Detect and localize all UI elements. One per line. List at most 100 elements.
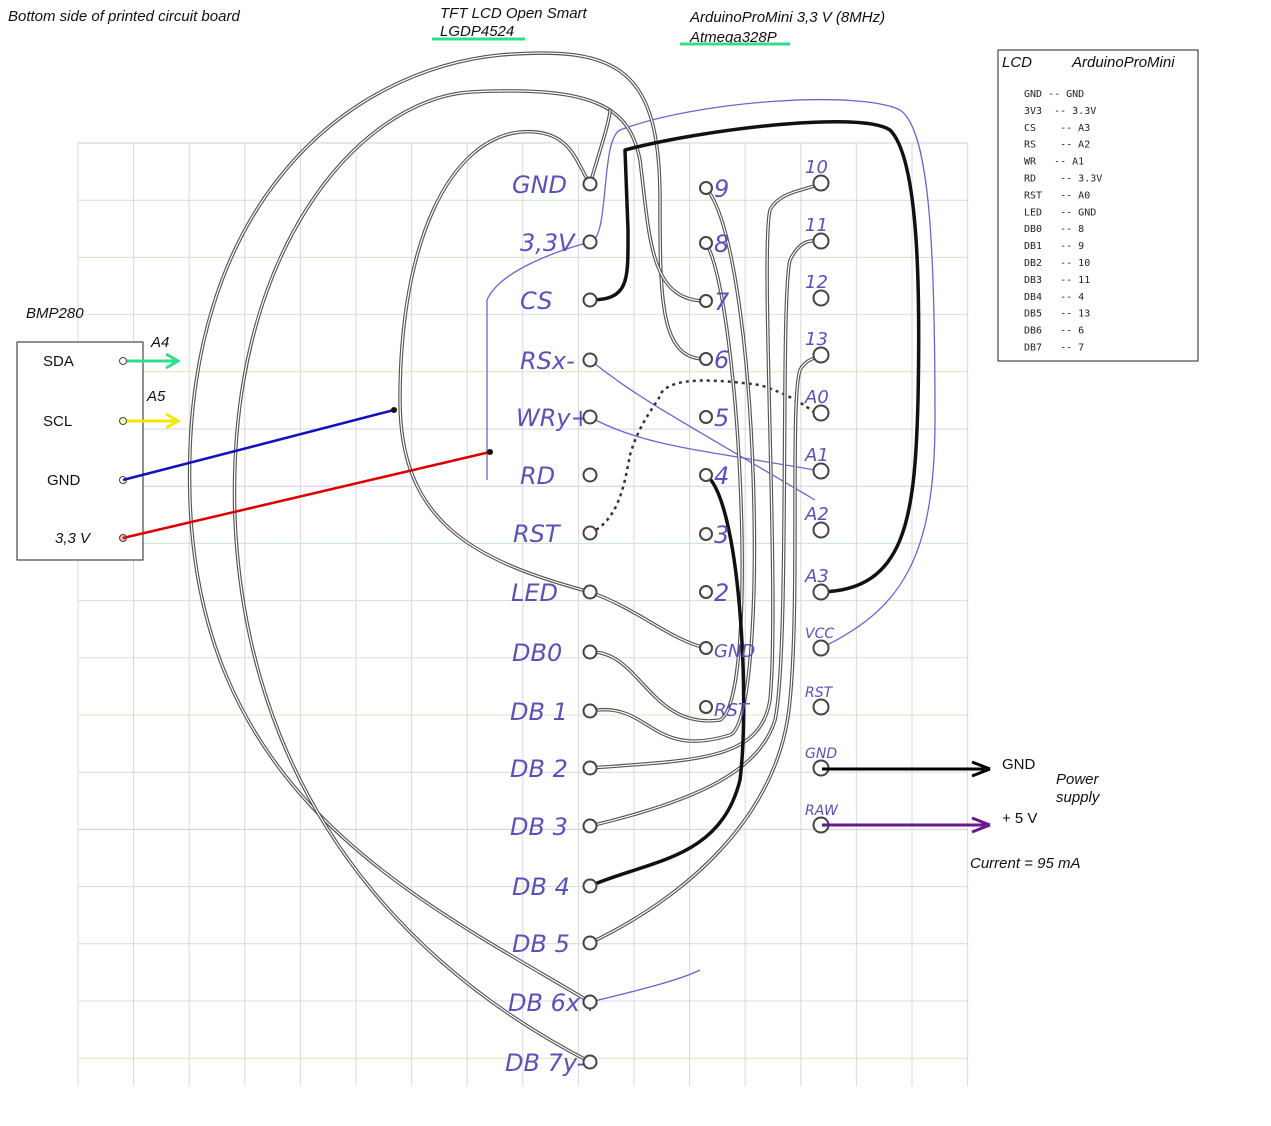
arduino-pin-pad — [699, 181, 713, 195]
pin-table-header-arduino: ArduinoProMini — [1071, 54, 1175, 71]
arduino-pin-pad — [699, 410, 713, 424]
lcd-model: LGDP4524 — [440, 23, 514, 40]
bmp280-pin-label: 3,3 V — [55, 530, 92, 547]
pin-table-row: WR -- A1 — [1024, 157, 1084, 168]
pin-table-row: RS -- A2 — [1024, 140, 1090, 151]
lcd-pin-label: WRy+ — [516, 404, 591, 432]
arduino-pin-pad — [812, 232, 830, 250]
lcd-pin-label: GND — [512, 171, 567, 199]
bmp280-arrow-label: A4 — [150, 334, 169, 351]
pin-table-row: LED -- GND — [1024, 207, 1096, 218]
arduino-pin-pad — [812, 698, 830, 716]
pencil-trace-highlight — [589, 354, 822, 944]
lcd-pin-label: LED — [511, 579, 558, 607]
arduino-title: ArduinoProMini 3,3 V (8MHz) — [689, 9, 885, 26]
pencil-trace-highlight — [233, 90, 707, 1063]
sensor-gnd-wire — [122, 408, 395, 482]
pin-table-row: RST -- A0 — [1024, 190, 1090, 201]
bmp280-pins: SDA SCL GND 3,3 V A4 A5 — [43, 334, 181, 547]
arduino-pin-pad — [812, 289, 830, 307]
arduino-pin-label: 10 — [805, 157, 828, 178]
power-supply-title-line2: supply — [1056, 789, 1101, 806]
pin-table-row: 3V3 -- 3.3V — [1024, 106, 1096, 117]
arduino-pin-pad — [699, 294, 713, 308]
pencil-wires — [187, 51, 921, 1064]
pencil-trace — [588, 473, 746, 888]
bmp280-box — [16, 341, 144, 561]
arrow-head-icon — [165, 352, 181, 370]
bmp280-title: BMP280 — [26, 305, 84, 322]
arduino-pin-label: A0 — [804, 387, 829, 408]
pin-table-row: DB6 -- 6 — [1024, 326, 1084, 337]
pencil-trace — [232, 89, 708, 1064]
lcd-pin-label: DB 5 — [512, 930, 570, 958]
lcd-pin-pad — [582, 1054, 598, 1070]
pin-table-row: CS -- A3 — [1024, 123, 1090, 134]
pin-table-row: DB1 -- 9 — [1024, 241, 1084, 252]
lcd-pin-pad — [582, 818, 598, 834]
arduino-pin-label: 7 — [714, 288, 730, 316]
pin-table-row: DB2 -- 10 — [1024, 258, 1090, 269]
arduino-pin-label: GND — [805, 746, 837, 762]
arduino-chip: Atmega328P — [689, 29, 777, 46]
arduino-pin-pad — [812, 583, 830, 601]
arduino-pin-pad — [699, 352, 713, 366]
pencil-trace-highlight — [589, 182, 822, 769]
lcd-pin-label: 3,3V — [520, 229, 576, 257]
current-label: Current = 95 mA — [970, 855, 1080, 872]
pin-table-row: DB3 -- 11 — [1024, 275, 1090, 286]
arduino-pin-pad — [812, 174, 830, 192]
lcd-pin-label: DB 7y- — [505, 1049, 585, 1077]
sensor-gnd-junction — [391, 407, 397, 413]
lcd-pin-pad — [582, 234, 598, 250]
lcd-pin-pad — [582, 994, 598, 1010]
arduino-pin-label: 11 — [805, 215, 828, 236]
lcd-pin-label: CS — [520, 287, 552, 315]
sensor-vcc-wire — [122, 450, 491, 540]
power-gnd-fork — [971, 760, 991, 778]
arduino-pin-pad — [699, 641, 713, 655]
power-vcc-fork — [971, 816, 991, 834]
arduino-pin-label: A1 — [804, 445, 829, 466]
lcd-pin-pad — [582, 760, 598, 776]
arduino-pin-label: 8 — [714, 230, 729, 258]
lcd-pin-pad — [582, 935, 598, 951]
bmp280-arrow-label: A5 — [146, 388, 166, 405]
lcd-pin-label: DB 4 — [512, 873, 570, 901]
power-supply: GND + 5 V Power supply Current = 95 mA — [822, 756, 1101, 872]
pen-trace — [589, 969, 701, 1003]
arduino-pin-label: 4 — [714, 462, 729, 490]
arduino-pin-pad — [699, 700, 713, 714]
power-gnd-label: GND — [1002, 756, 1036, 773]
pin-table-header-lcd: LCD — [1002, 54, 1032, 71]
lcd-pin-label: DB 3 — [510, 813, 568, 841]
arduino-pin-label: A3 — [804, 566, 829, 587]
arduino-pin-pad — [812, 521, 830, 539]
lcd-pin-label: RSx- — [520, 347, 575, 375]
arduino-pin-label: 9 — [714, 175, 729, 203]
arduino-pin-pad — [812, 462, 830, 480]
arduino-pin-pad — [812, 639, 830, 657]
power-supply-title-line1: Power — [1056, 771, 1100, 788]
lcd-pin-pad — [582, 409, 598, 425]
bmp280-pin-dot — [119, 357, 127, 365]
lcd-pin-label: DB0 — [512, 639, 562, 667]
arduino-pin-label: VCC — [805, 626, 834, 642]
arduino-right-pins: 10 11 12 13 A0 A1 A2 A3 VCC RST GND RAW — [804, 157, 839, 834]
arduino-pin-label: 13 — [805, 329, 828, 350]
bmp280-pin-label: GND — [47, 472, 81, 489]
arduino-pin-label: 2 — [714, 579, 729, 607]
pin-table-row: GND -- GND — [1024, 89, 1084, 100]
lcd-pin-pad — [582, 352, 598, 368]
pencil-trace-highlight — [589, 109, 611, 185]
pen-trace — [589, 416, 816, 471]
arduino-pin-pad — [699, 585, 713, 599]
arduino-pin-label: 12 — [805, 272, 828, 293]
sensor-vcc-junction — [487, 449, 493, 455]
lcd-pin-pad — [582, 878, 598, 894]
pen-trace — [589, 359, 816, 501]
pin-table-rows: GND -- GND 3V3 -- 3.3V CS -- A3 RS -- A2 WR … — [1024, 89, 1102, 354]
pencil-trace-highlight — [589, 242, 743, 722]
lcd-title: TFT LCD Open Smart — [440, 5, 588, 22]
